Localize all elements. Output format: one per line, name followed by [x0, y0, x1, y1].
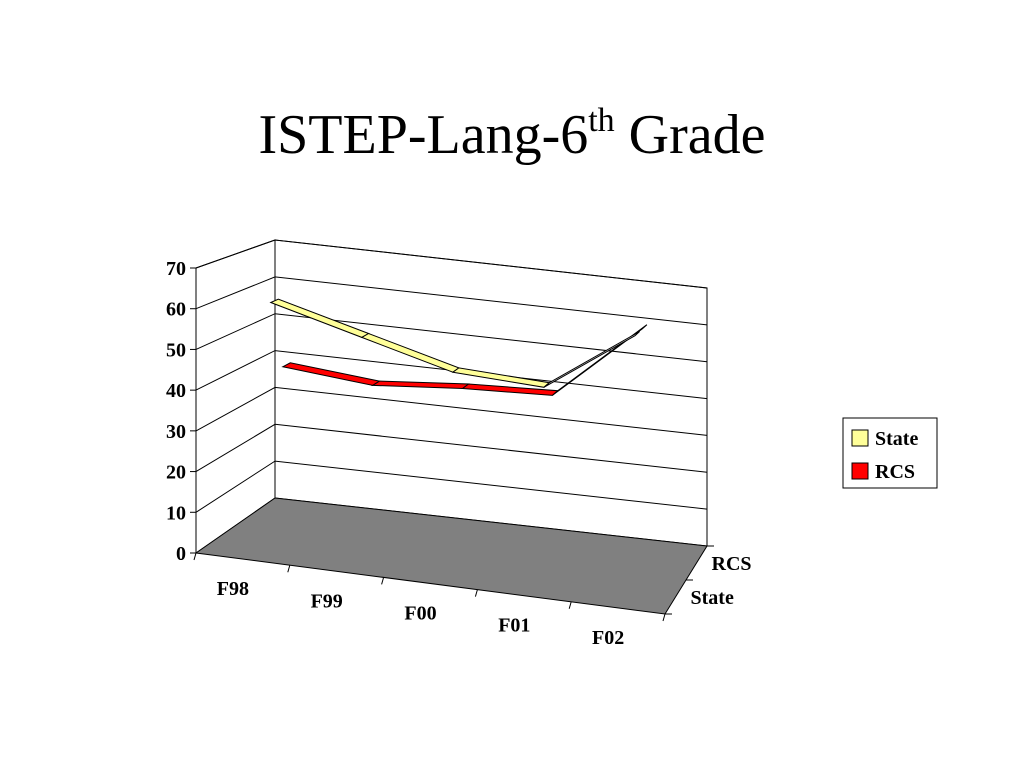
x-tick-label: F02 — [592, 627, 624, 649]
gridline — [195, 276, 708, 326]
x-axis-tick — [381, 577, 385, 585]
slide-title: ISTEP-Lang-6th Grade — [0, 100, 1024, 170]
depth-tick-label: State — [691, 587, 734, 609]
y-tick-label: 20 — [166, 462, 186, 484]
legend-swatch-rcs — [851, 462, 869, 480]
x-tick-label: F98 — [217, 578, 249, 600]
legend-label-rcs: RCS — [875, 461, 915, 483]
x-tick-label: F00 — [404, 603, 436, 625]
x-axis-tick — [287, 565, 291, 573]
y-tick-label: 40 — [166, 380, 186, 402]
back-wall — [274, 239, 708, 547]
legend-label-state: State — [875, 428, 918, 450]
chart-axes: 0 10 20 30 40 50 60 70 F98 F99 F00 F01 F02 RCS State — [166, 258, 752, 649]
chart-ribbons — [269, 298, 648, 396]
x-axis-tick — [474, 589, 478, 597]
chart-legend: State RCS — [842, 417, 938, 489]
x-axis-tick — [193, 552, 197, 561]
y-tick-label: 70 — [166, 258, 186, 280]
x-tick-label: F01 — [498, 615, 530, 637]
y-tick-label: 50 — [166, 339, 186, 361]
y-tick-label: 0 — [176, 543, 186, 565]
x-tick-label: F99 — [311, 590, 343, 612]
y-tick-label: 10 — [166, 502, 186, 524]
depth-tick-label: RCS — [712, 553, 752, 575]
chart-walls — [195, 239, 708, 554]
title-superscript: th — [588, 102, 615, 139]
gridline — [195, 313, 708, 363]
gridline — [195, 350, 708, 400]
y-tick-label: 60 — [166, 299, 186, 321]
ribbon-segment-state — [543, 331, 640, 388]
x-axis-tick — [568, 601, 572, 609]
title-main: ISTEP-Lang-6 — [258, 104, 589, 166]
gridline — [195, 423, 708, 473]
gridline — [195, 460, 708, 513]
legend-swatch-state — [851, 429, 869, 447]
x-axis-tick — [662, 613, 666, 622]
y-tick-label: 30 — [166, 421, 186, 443]
gridline — [195, 386, 708, 436]
title-end: Grade — [614, 104, 766, 166]
gridline — [195, 239, 708, 289]
